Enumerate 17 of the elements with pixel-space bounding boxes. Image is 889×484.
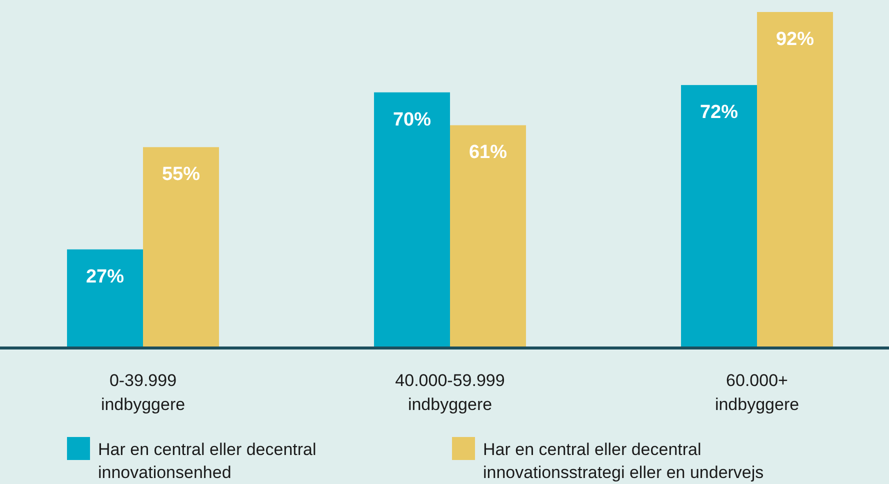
- data-label: 27%: [86, 266, 124, 288]
- data-label: 72%: [700, 102, 738, 124]
- bar: [143, 147, 219, 348]
- data-label: 92%: [776, 29, 814, 50]
- legend-label: Har en central eller decentral innovationsstrategi eller en undervejs: [483, 440, 764, 482]
- x-tick-label: 0-39.999 indbyggere: [100, 371, 186, 414]
- bar: [67, 249, 143, 348]
- bar: [450, 125, 526, 348]
- data-label: 61%: [468, 142, 508, 164]
- bar: [757, 12, 833, 348]
- x-tick-label: 40.000-59.999 indbyggere: [395, 371, 505, 414]
- bar: [374, 92, 450, 348]
- bar: [681, 85, 757, 348]
- data-label: 70%: [392, 109, 432, 130]
- legend-label: Har en central eller decentral innovationsenhed: [98, 440, 316, 482]
- data-label: 55%: [162, 164, 200, 186]
- x-tick-label: 60.000+ indbyggere: [714, 371, 800, 414]
